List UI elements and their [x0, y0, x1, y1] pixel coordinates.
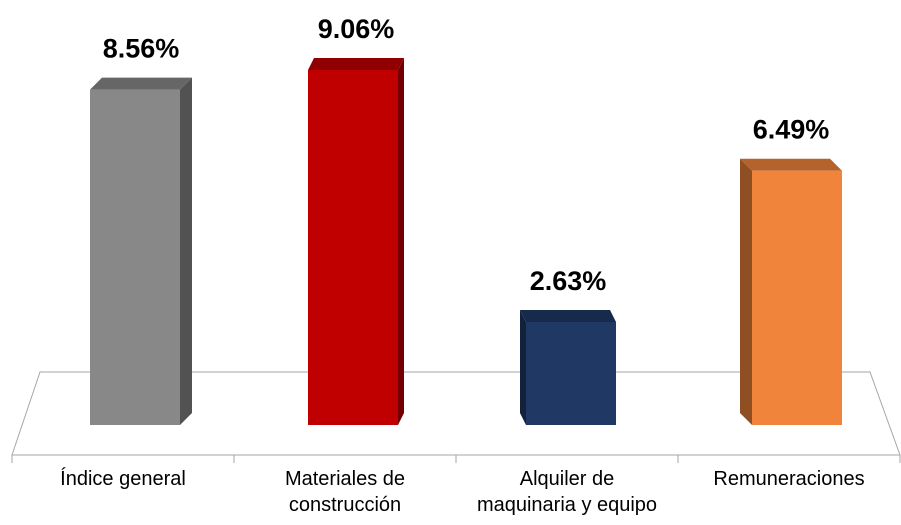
x-tick-label: Materiales de construcción [284, 468, 406, 516]
x-ticks [11, 455, 901, 463]
bar [526, 321, 616, 425]
bar-side [520, 309, 526, 425]
value-label: 9.06% [318, 14, 395, 44]
value-label: 8.56% [103, 34, 180, 64]
bar [90, 89, 180, 425]
value-label: 2.63% [530, 266, 607, 296]
bar [752, 170, 842, 425]
x-tick-label: Remuneraciones [713, 468, 865, 490]
bar-top [740, 158, 842, 171]
bar-side [398, 58, 404, 425]
x-tick-label: Alquiler de maquinaria y equipo [476, 468, 658, 516]
bar-side [740, 158, 752, 426]
value-label: 6.49% [753, 115, 830, 145]
bar-top [90, 77, 192, 90]
bar-top [308, 58, 404, 70]
bar-side [180, 77, 192, 425]
x-tick-label: Índice general [60, 468, 186, 490]
bar-top [520, 309, 616, 322]
bar [308, 70, 398, 425]
